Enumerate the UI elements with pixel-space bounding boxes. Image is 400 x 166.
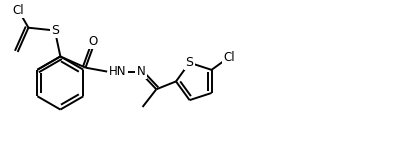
Text: N: N (137, 65, 146, 78)
Text: Cl: Cl (223, 51, 235, 64)
Text: HN: HN (109, 65, 127, 78)
Text: S: S (186, 56, 194, 69)
Text: Cl: Cl (13, 4, 24, 17)
Text: S: S (51, 24, 59, 37)
Text: O: O (89, 35, 98, 48)
